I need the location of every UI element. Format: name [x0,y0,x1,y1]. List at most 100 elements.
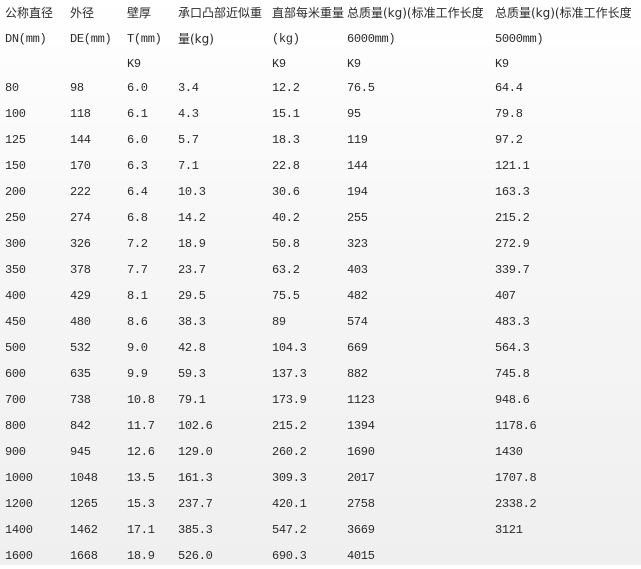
table-cell: 1000 [5,471,33,485]
table-cell: 300 [5,237,26,251]
table-cell: 137.3 [272,367,307,381]
header-class-k9: K9 [272,57,286,71]
table-cell: 5.7 [178,133,199,147]
table-cell: 215.2 [495,211,530,225]
table-cell: 18.9 [178,237,206,251]
table-cell: 15.3 [127,497,155,511]
table-cell: 144 [70,133,91,147]
table-cell: 326 [70,237,91,251]
table-cell: 1200 [5,497,33,511]
table-cell: 17.1 [127,523,155,537]
table-cell: 15.1 [272,107,300,121]
table-cell: 2758 [347,497,375,511]
table-cell: 95 [347,107,361,121]
table-cell: 80 [5,81,19,95]
table-cell: 194 [347,185,368,199]
table-cell: 150 [5,159,26,173]
header-weight-per-meter: 直部每米重量 [272,6,345,20]
table-cell: 945 [70,445,91,459]
table-cell: 547.2 [272,523,307,537]
table-cell: 6.8 [127,211,148,225]
table-cell: 79.1 [178,393,206,407]
table-cell: 3669 [347,523,375,537]
table-cell: 30.6 [272,185,300,199]
table-cell: 532 [70,341,91,355]
table-row: 150 170 6.3 7.1 22.8 144 121.1 [0,153,641,179]
table-cell: 323 [347,237,368,251]
header-unit-t: T(mm) [127,32,162,46]
table-cell: 7.2 [127,237,148,251]
header-row-3: K9 K9 K9 K9 [0,51,641,77]
header-row-1: 公称直径 外径 壁厚 承口凸部近似重 直部每米重量 总质量(kg)(标准工作长度… [0,0,641,26]
table-cell: 745.8 [495,367,530,381]
table-cell: 18.3 [272,133,300,147]
table-cell: 59.3 [178,367,206,381]
table-cell: 119 [347,133,368,147]
header-unit-dn: DN(mm) [5,32,47,46]
header-nominal-diameter: 公称直径 [5,6,54,20]
header-wall-thickness: 壁厚 [127,6,152,20]
table-cell: 79.8 [495,107,523,121]
header-unit-kg: (kg) [272,32,300,46]
table-cell: 97.2 [495,133,523,147]
table-cell: 1048 [70,471,98,485]
table-cell: 12.2 [272,81,300,95]
table-row: 100 118 6.1 4.3 15.1 95 79.8 [0,101,641,127]
table-cell: 215.2 [272,419,307,433]
table-cell: 3121 [495,523,523,537]
table-cell: 121.1 [495,159,530,173]
table-cell: 100 [5,107,26,121]
table-cell: 13.5 [127,471,155,485]
table-row: 800 842 11.7 102.6 215.2 1394 1178.6 [0,413,641,439]
table-cell: 272.9 [495,237,530,251]
table-cell: 1178.6 [495,419,537,433]
table-row: 350 378 7.7 23.7 63.2 403 339.7 [0,257,641,283]
table-cell: 8.6 [127,315,148,329]
table-cell: 75.5 [272,289,300,303]
table-cell: 339.7 [495,263,530,277]
table-cell: 600 [5,367,26,381]
table-cell: 76.5 [347,81,375,95]
table-cell: 1400 [5,523,33,537]
table-cell: 6.3 [127,159,148,173]
table-cell: 800 [5,419,26,433]
table-row: 250 274 6.8 14.2 40.2 255 215.2 [0,205,641,231]
table-cell: 10.3 [178,185,206,199]
header-unit-de: DE(mm) [70,32,112,46]
table-cell: 9.9 [127,367,148,381]
table-cell: 104.3 [272,341,307,355]
table-cell: 6.0 [127,133,148,147]
table-cell: 483.3 [495,315,530,329]
header-socket-weight: 承口凸部近似重 [178,6,263,20]
table-cell: 144 [347,159,368,173]
table-cell: 480 [70,315,91,329]
header-class-k9: K9 [127,57,141,71]
header-class-k9: K9 [495,57,509,71]
table-cell: 1690 [347,445,375,459]
table-row: 125 144 6.0 5.7 18.3 119 97.2 [0,127,641,153]
table-cell: 309.3 [272,471,307,485]
table-cell: 407 [495,289,516,303]
table-cell: 842 [70,419,91,433]
table-cell: 222 [70,185,91,199]
table-cell: 250 [5,211,26,225]
table-row: 80 98 6.0 3.4 12.2 76.5 64.4 [0,75,641,101]
table-row: 300 326 7.2 18.9 50.8 323 272.9 [0,231,641,257]
table-cell: 102.6 [178,419,213,433]
table-cell: 23.7 [178,263,206,277]
table-cell: 42.8 [178,341,206,355]
table-cell: 526.0 [178,549,213,563]
header-total-mass-5000: 总质量(kg)(标准工作长度 [495,6,632,20]
table-cell: 1462 [70,523,98,537]
table-cell: 129.0 [178,445,213,459]
header-socket-weight-cont: 量(kg) [178,32,214,46]
table-row: 1200 1265 15.3 237.7 420.1 2758 2338.2 [0,491,641,517]
table-cell: 700 [5,393,26,407]
table-cell: 6.0 [127,81,148,95]
table-cell: 669 [347,341,368,355]
table-cell: 255 [347,211,368,225]
table-cell: 1707.8 [495,471,537,485]
table-cell: 118 [70,107,91,121]
table-row: 700 738 10.8 79.1 173.9 1123 948.6 [0,387,641,413]
table-cell: 385.3 [178,523,213,537]
